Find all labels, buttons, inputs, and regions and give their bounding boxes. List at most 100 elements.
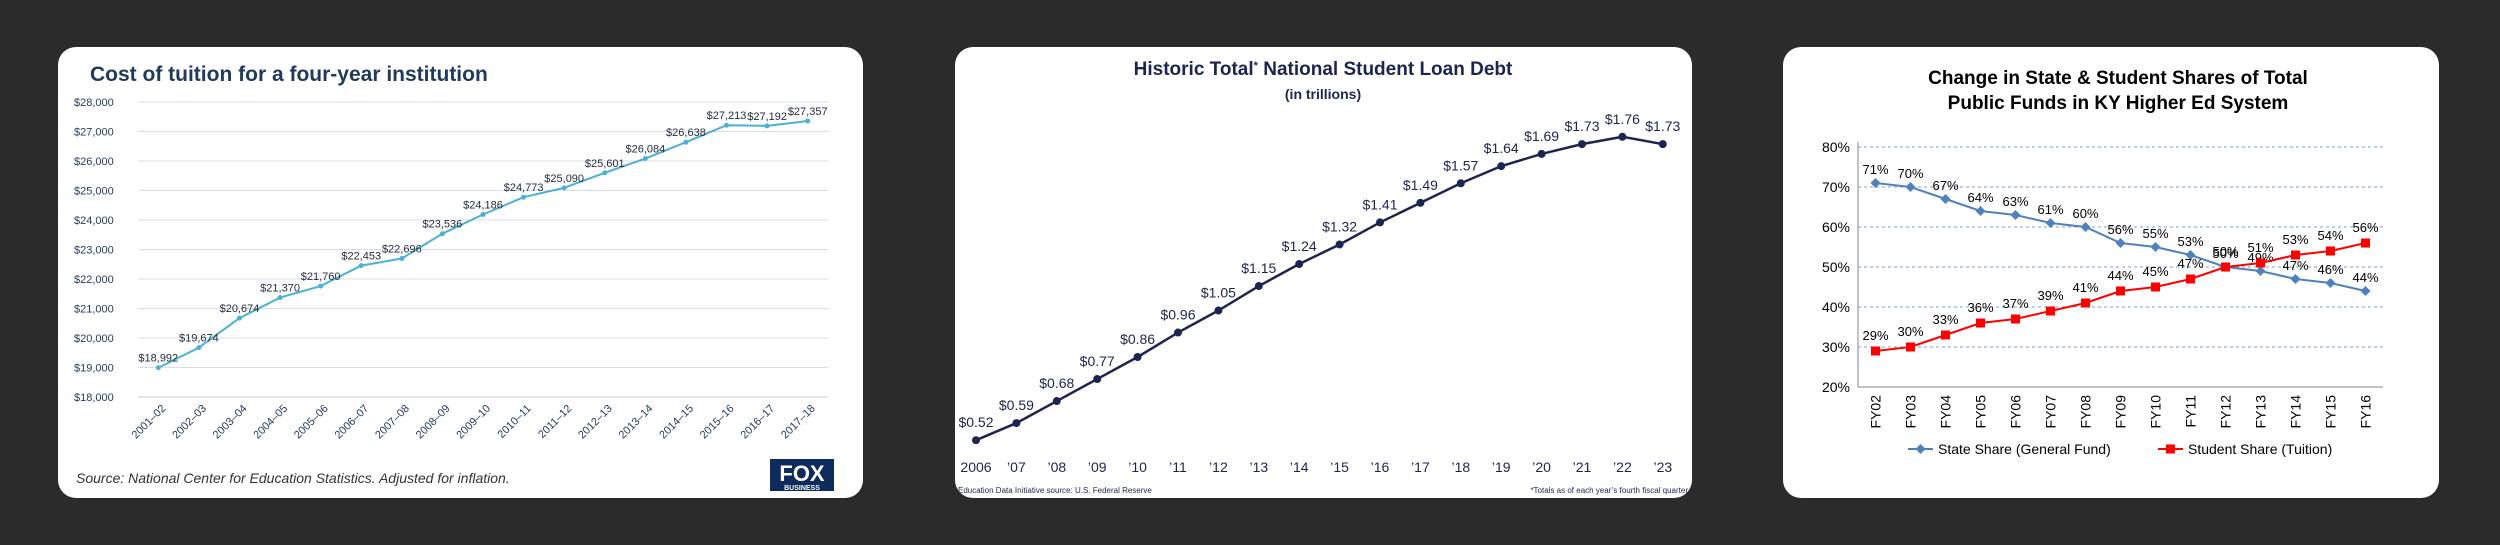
data-label: 53% bbox=[2282, 232, 2308, 247]
source-note: Education Data Initiative source: U.S. F… bbox=[958, 486, 1152, 495]
data-point bbox=[480, 212, 486, 218]
data-label: $25,601 bbox=[585, 158, 625, 170]
title-main: Historic Total bbox=[1134, 59, 1254, 80]
data-point bbox=[1940, 194, 1951, 204]
y-tick-label: 70% bbox=[1822, 179, 1850, 195]
data-point bbox=[2186, 274, 2195, 284]
data-point bbox=[602, 170, 608, 176]
x-tick-label: 2004–05 bbox=[251, 403, 290, 442]
y-tick-label: $18,000 bbox=[74, 392, 114, 404]
data-label: $1.76 bbox=[1605, 111, 1640, 127]
data-point bbox=[1295, 260, 1304, 269]
data-point bbox=[2150, 242, 2161, 252]
legend-label: Student Share (Tuition) bbox=[2188, 441, 2332, 457]
loan-debt-chart-panel: Historic Total* National Student Loan De… bbox=[955, 47, 1692, 498]
data-point bbox=[2045, 218, 2056, 228]
data-label: $0.96 bbox=[1160, 307, 1195, 323]
data-label: 33% bbox=[1932, 312, 1958, 327]
x-tick-label: ’08 bbox=[1047, 459, 1066, 475]
data-point bbox=[1052, 397, 1061, 406]
x-tick-label: ’22 bbox=[1613, 459, 1632, 475]
x-tick-label: ’16 bbox=[1371, 459, 1390, 475]
data-point bbox=[1093, 375, 1102, 384]
data-label: 56% bbox=[2352, 220, 2378, 235]
x-tick-label: 2012–13 bbox=[576, 403, 615, 442]
x-tick-label: ’20 bbox=[1532, 459, 1551, 475]
fox-business-logo bbox=[770, 459, 834, 491]
y-tick-label: 60% bbox=[1822, 219, 1850, 235]
y-tick-label: 80% bbox=[1822, 139, 1850, 155]
data-point bbox=[2080, 222, 2091, 232]
data-point bbox=[358, 263, 364, 269]
data-label: 51% bbox=[2247, 240, 2273, 255]
data-point bbox=[1214, 306, 1223, 315]
x-tick-label: FY08 bbox=[2078, 395, 2094, 429]
data-point bbox=[1871, 346, 1880, 356]
data-label: 37% bbox=[2002, 296, 2028, 311]
data-point bbox=[1578, 140, 1586, 149]
data-label: $18,992 bbox=[138, 353, 178, 365]
chart-title: Cost of tuition for a four-year institut… bbox=[90, 63, 488, 86]
x-tick-label: FY07 bbox=[2043, 395, 2059, 429]
x-tick-label: 2003–04 bbox=[211, 403, 250, 442]
x-tick-label: ’09 bbox=[1088, 459, 1107, 475]
data-point bbox=[2291, 250, 2300, 260]
data-point bbox=[561, 185, 567, 191]
x-tick-label: FY03 bbox=[1903, 395, 1919, 429]
data-point bbox=[1975, 206, 1986, 216]
data-label: $1.24 bbox=[1282, 238, 1317, 254]
data-point bbox=[1254, 282, 1263, 291]
data-point bbox=[2115, 238, 2126, 248]
x-tick-label: 2005–06 bbox=[292, 403, 331, 442]
data-point bbox=[399, 255, 405, 261]
x-tick-label: ’11 bbox=[1169, 459, 1187, 475]
data-point bbox=[2361, 238, 2370, 248]
source-note: Source: National Center for Education St… bbox=[76, 470, 510, 486]
data-label: 55% bbox=[2142, 226, 2168, 241]
data-label: 44% bbox=[2107, 268, 2133, 283]
data-label: 45% bbox=[2142, 264, 2168, 279]
data-label: $26,638 bbox=[666, 127, 706, 139]
title-marker: * bbox=[1254, 60, 1259, 72]
data-label: 54% bbox=[2317, 228, 2343, 243]
x-tick-label: ’07 bbox=[1007, 459, 1026, 475]
x-tick-label: 2010–11 bbox=[496, 403, 534, 441]
x-tick-label: FY05 bbox=[1973, 395, 1989, 429]
y-tick-label: $24,000 bbox=[74, 215, 114, 227]
data-label: 67% bbox=[1932, 178, 1958, 193]
data-point bbox=[277, 295, 283, 301]
data-label: 63% bbox=[2002, 194, 2028, 209]
data-point bbox=[764, 123, 770, 129]
data-label: 41% bbox=[2072, 280, 2098, 295]
data-label: $1.32 bbox=[1322, 218, 1357, 234]
series-line bbox=[157, 119, 808, 369]
ky-funding-chart-panel: Change in State & Student Shares of Tota… bbox=[1783, 47, 2439, 498]
data-point bbox=[805, 118, 811, 124]
data-label: 60% bbox=[2072, 206, 2098, 221]
data-point bbox=[1976, 318, 1985, 328]
chart-title: Historic Total* National Student Loan De… bbox=[1134, 59, 1513, 80]
data-point bbox=[2011, 314, 2020, 324]
x-tick-label: FY11 bbox=[2183, 395, 2199, 428]
data-point bbox=[1941, 330, 1950, 340]
y-tick-label: $19,000 bbox=[74, 363, 114, 375]
data-point bbox=[1497, 162, 1506, 171]
data-label: $0.59 bbox=[999, 397, 1034, 413]
data-label: 47% bbox=[2282, 258, 2308, 273]
data-label: $1.69 bbox=[1524, 128, 1559, 144]
data-label: $21,760 bbox=[301, 271, 341, 283]
chart-title-line2: Public Funds in KY Higher Ed System bbox=[1948, 93, 2289, 114]
data-point bbox=[1537, 149, 1546, 158]
x-tick-label: 2015–16 bbox=[698, 403, 737, 442]
data-point bbox=[1012, 419, 1021, 428]
logo-subtext: BUSINESS bbox=[784, 485, 820, 492]
tuition-chart: Cost of tuition for a four-year institut… bbox=[74, 63, 834, 492]
data-label: $0.52 bbox=[958, 414, 993, 430]
data-label: $1.49 bbox=[1403, 177, 1438, 193]
x-tick-label: 2011–12 bbox=[536, 403, 574, 441]
data-point bbox=[521, 194, 527, 200]
data-point bbox=[1870, 178, 1881, 188]
data-label: 56% bbox=[2107, 222, 2133, 237]
x-tick-label: ’21 bbox=[1573, 459, 1592, 475]
x-tick-label: 2009–10 bbox=[454, 403, 493, 442]
